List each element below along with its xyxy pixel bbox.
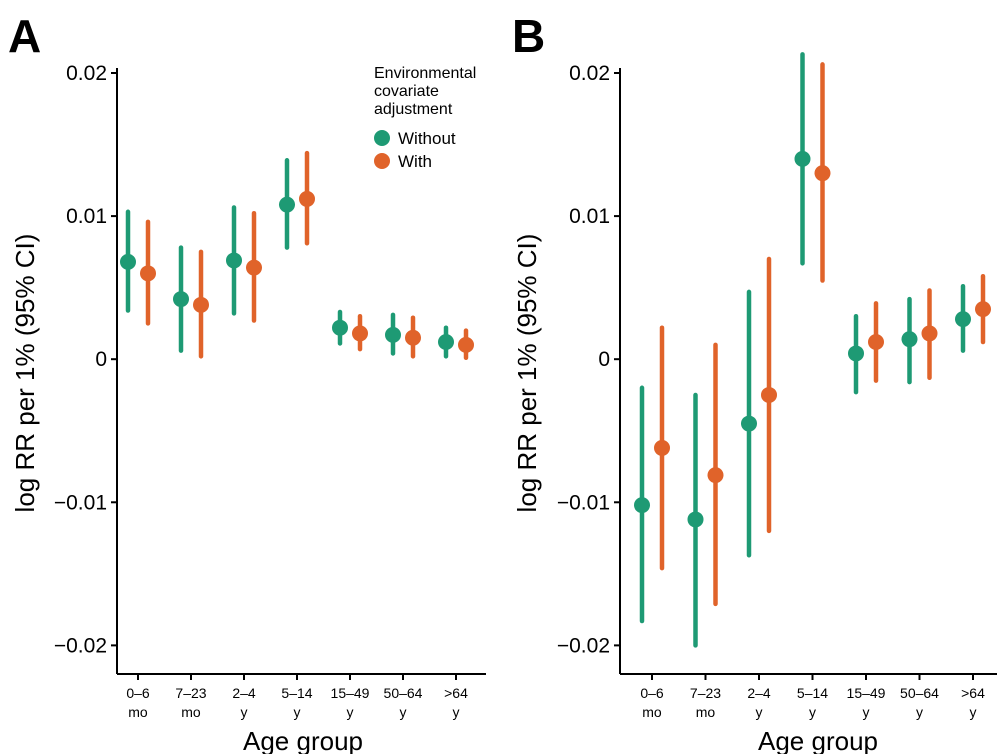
y-tick-label: 0.01: [66, 205, 107, 228]
legend-swatch: [374, 153, 390, 169]
series-with: [140, 150, 474, 361]
x-axis-title: Age group: [243, 726, 363, 754]
data-point: [634, 497, 650, 514]
legend-label: With: [398, 152, 432, 171]
y-axis-title: log RR per 1% (95% CI): [512, 234, 542, 513]
series-with: [654, 62, 991, 607]
y-tick-label: −0.01: [557, 491, 610, 514]
y-tick-label: 0.02: [66, 62, 107, 85]
panel-a: A 0.02 0.01 0 −0.01 −0.02 0–6 mo 7–23 mo 2–4 y 5–14 y…: [8, 10, 486, 754]
data-point: [654, 439, 670, 456]
data-point: [332, 319, 348, 336]
x-tick-label: 50–64 y: [900, 685, 939, 720]
data-point: [193, 296, 209, 313]
data-point: [385, 326, 401, 343]
data-point: [120, 253, 136, 270]
data-point: [352, 325, 368, 342]
data-point: [438, 334, 454, 351]
x-tick-label: 2–4 y: [232, 685, 256, 720]
x-tick-label: 7–23 mo: [175, 685, 206, 720]
data-point: [299, 190, 315, 207]
x-tick-label: 15–49 y: [331, 685, 370, 720]
x-tick-label: >64 y: [961, 685, 985, 720]
panel-label: B: [512, 10, 545, 62]
data-point: [975, 301, 991, 318]
legend: Environmental covariate adjustment Without W…: [374, 65, 476, 171]
data-point: [794, 150, 811, 167]
x-tick-label: >64 y: [444, 685, 468, 720]
data-point: [279, 196, 295, 213]
y-tick-label: −0.02: [54, 634, 107, 657]
data-point: [921, 325, 938, 342]
series-without: [120, 158, 454, 359]
x-tick-label: 15–49 y: [847, 685, 886, 720]
x-tick-label: 50–64 y: [384, 685, 423, 720]
y-tick-label: −0.01: [54, 491, 107, 514]
data-point: [814, 165, 831, 182]
data-point: [226, 252, 242, 269]
legend-label: Without: [398, 129, 456, 148]
y-tick-label: 0.02: [569, 62, 610, 85]
x-tick-label: 0–6 mo: [640, 685, 664, 720]
panel-b: B 0.02 0.01 0 −0.01 −0.02 0–6 mo 7–23 mo 2–4 y 5–14 y…: [512, 10, 997, 754]
data-point: [901, 331, 918, 348]
y-axis-title: log RR per 1% (95% CI): [10, 234, 40, 513]
data-point: [741, 415, 757, 432]
y-tick-label: −0.02: [557, 634, 610, 657]
data-point: [707, 467, 724, 484]
legend-swatch: [374, 130, 390, 146]
data-point: [140, 265, 156, 282]
x-axis-title: Age group: [758, 726, 878, 754]
y-tick-label: 0.01: [569, 205, 610, 228]
data-point: [173, 291, 189, 308]
data-point: [761, 386, 777, 403]
data-point: [458, 336, 474, 353]
panel-label: A: [8, 10, 41, 62]
data-point: [955, 311, 971, 328]
data-point: [687, 511, 704, 528]
x-tick-label: 5–14 y: [797, 685, 828, 720]
x-tick-label: 7–23 mo: [690, 685, 721, 720]
legend-title: Environmental covariate adjustment: [374, 65, 476, 118]
data-point: [868, 334, 884, 351]
x-tick-label: 2–4 y: [747, 685, 771, 720]
y-tick-label: 0: [95, 348, 107, 371]
data-point: [848, 345, 864, 362]
x-tick-label: 0–6 mo: [126, 685, 150, 720]
data-point: [405, 329, 421, 346]
x-tick-label: 5–14 y: [281, 685, 312, 720]
data-point: [246, 259, 262, 276]
series-without: [634, 52, 971, 648]
y-tick-label: 0: [598, 348, 610, 371]
